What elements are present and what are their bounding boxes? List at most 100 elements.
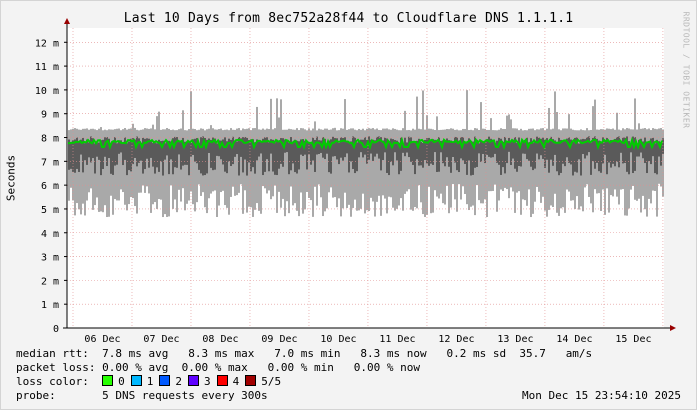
x-tick-label: 06 Dec (84, 334, 120, 345)
smoke-light-bar (530, 128, 532, 218)
smoke-light-bar (234, 129, 236, 196)
smoke-light-bar (378, 129, 380, 196)
smoke-light-bar (430, 128, 432, 214)
smoke-light-bar (540, 128, 542, 203)
smoke-light-bar (652, 128, 654, 191)
smoke-dark-bar (96, 142, 98, 157)
smoke-light-bar (552, 128, 554, 208)
smoke-light-bar (304, 129, 306, 210)
smoke-dark-bar (228, 138, 230, 162)
smoke-dark-bar (220, 140, 222, 160)
smoke-light-bar (340, 128, 342, 217)
smoke-light-bar (484, 128, 486, 200)
x-tick-label: 13 Dec (497, 334, 533, 345)
smoke-dark-bar (390, 138, 392, 162)
smoke-dark-bar (328, 140, 330, 173)
smoke-dark-bar (350, 141, 352, 162)
loss-color-swatch (245, 375, 257, 386)
smoke-dark-bar (542, 137, 544, 159)
smoke-dark-bar (336, 138, 338, 160)
smoke-dark-bar (474, 136, 476, 168)
smoke-dark-bar (600, 141, 602, 173)
smoke-light-bar (542, 128, 544, 197)
smoke-light-bar (310, 130, 312, 201)
smoke-light-bar (402, 128, 404, 211)
smoke-light-bar (546, 128, 548, 217)
smoke-dark-bar (330, 139, 332, 174)
smoke-dark-bar (564, 140, 566, 167)
smoke-dark-bar (184, 141, 186, 165)
smoke-dark-bar (194, 138, 196, 162)
smoke-light-bar (342, 128, 344, 209)
smoke-light-bar (444, 129, 446, 205)
median-layer (68, 136, 663, 151)
smoke-light-bar (84, 128, 86, 216)
smoke-light-bar (550, 129, 552, 206)
loss-color-legend: 0 1 2 3 4 5/5 (102, 375, 287, 388)
smoke-dark-bar (622, 137, 624, 164)
smoke-dark-bar (450, 140, 452, 173)
smoke-dark-bar (352, 136, 354, 169)
smoke-dark-bar (612, 141, 614, 164)
smoke-dark-bar (210, 139, 212, 168)
smoke-dark-bar (142, 137, 144, 174)
x-tick-labels: 06 Dec 07 Dec 08 Dec 09 Dec 10 Dec 11 Dec 12 D… (84, 334, 651, 345)
smoke-dark-bar (416, 140, 418, 160)
smoke-dark-bar (382, 140, 384, 161)
smoke-dark-bar (570, 139, 572, 165)
smoke-dark-bar (176, 137, 178, 168)
smoke-dark-bar (444, 140, 446, 167)
loss-color-item: 0 (102, 375, 125, 388)
y-tick-label: 2 m (41, 276, 59, 287)
smoke-dark-bar (588, 136, 590, 153)
smoke-dark-bar (130, 138, 132, 172)
smoke-dark-bar (484, 141, 486, 164)
smoke-dark-bar (276, 139, 278, 176)
y-tick-label: 4 m (41, 229, 59, 240)
smoke-light-bar (160, 129, 162, 200)
smoke-light-bar (408, 129, 410, 190)
smoke-dark-bar (476, 139, 478, 167)
loss-color-value: 5/5 (261, 375, 282, 388)
smoke-dark-bar (560, 139, 562, 173)
smoke-light-bar (482, 128, 484, 204)
smoke-dark-bar (650, 138, 652, 165)
loss-color-item: 1 (130, 375, 153, 388)
smoke-dark-bar (620, 142, 622, 153)
smoke-dark-bar (282, 138, 284, 167)
smoke-light-bar (454, 129, 456, 200)
smoke-dark-bar (374, 140, 376, 157)
smoke-light-bar (358, 128, 360, 211)
smoke-light-bar (366, 128, 368, 211)
smoke-dark-bar (658, 141, 660, 157)
smoke-dark-bar (636, 143, 638, 157)
smoke-dark-bar (292, 142, 294, 164)
smoke-dark-bar (520, 143, 522, 167)
smoke-dark-bar (280, 138, 282, 164)
smoke-light-bar (244, 129, 246, 191)
smoke-light-bar (240, 130, 242, 185)
loss-color-value: 2 (175, 375, 182, 388)
smoke-dark-bar (646, 141, 648, 174)
smoke-dark-bar (596, 138, 598, 163)
smoke-dark-bar (398, 142, 400, 175)
y-tick-label: 3 m (41, 253, 59, 264)
smoke-light-bar (220, 128, 222, 193)
smoke-dark-bar (268, 142, 270, 172)
smoke-dark-bar (366, 140, 368, 164)
smoke-dark-bar (114, 137, 116, 166)
smoke-dark-bar (648, 142, 650, 162)
smoke-dark-bar (514, 137, 516, 169)
smoke-light-bar (102, 130, 104, 213)
smoke-light-bar (526, 130, 528, 206)
smoke-light-bar (216, 129, 218, 217)
smoke-light-bar (286, 129, 288, 202)
smoke-light-bar (298, 130, 300, 217)
smoke-dark-bar (112, 140, 114, 175)
loss-color-swatch (187, 375, 199, 386)
smoke-dark-bar (554, 140, 556, 155)
smoke-dark-bar (240, 138, 242, 157)
smoke-light-bar (624, 129, 626, 216)
smoke-dark-bar (644, 137, 646, 164)
smoke-dark-bar (318, 140, 320, 154)
